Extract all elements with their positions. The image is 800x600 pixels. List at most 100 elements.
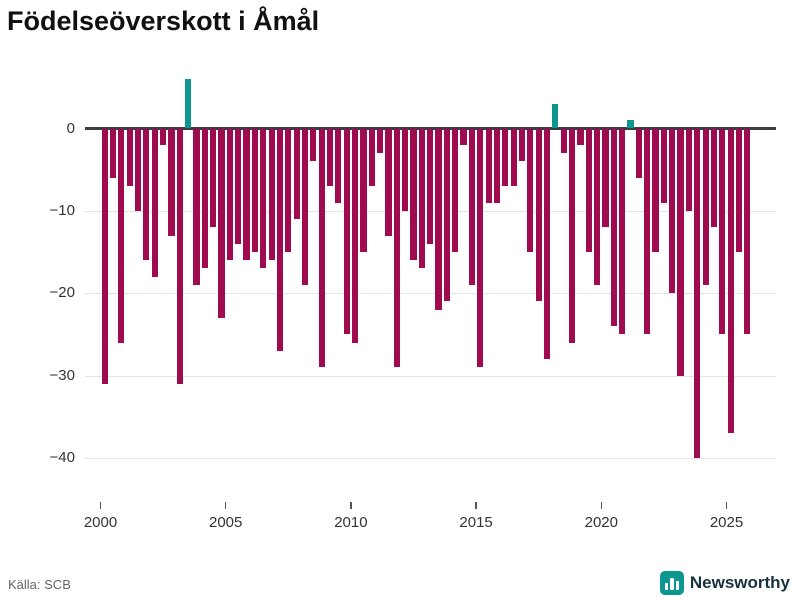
bar-negative xyxy=(477,128,484,368)
bar-negative xyxy=(310,128,317,162)
chart-title: Födelseöverskott i Åmål xyxy=(7,6,320,36)
bar-negative xyxy=(443,128,450,302)
bar-negative xyxy=(460,128,467,145)
bar-negative xyxy=(452,128,459,253)
bar-negative xyxy=(143,128,150,261)
bar-negative xyxy=(126,128,133,187)
bar-negative xyxy=(493,128,501,203)
bar-negative xyxy=(285,128,292,253)
bar-negative xyxy=(468,128,475,285)
bar-negative xyxy=(710,128,718,228)
bar-negative xyxy=(160,128,167,145)
bar-negative xyxy=(677,128,684,376)
x-axis-tick xyxy=(600,502,603,509)
y-axis-label: −20 xyxy=(49,284,75,302)
x-axis-tick xyxy=(475,502,477,509)
bar-negative xyxy=(602,128,609,228)
x-axis-label: 2010 xyxy=(334,514,368,531)
bar-negative xyxy=(527,128,534,253)
x-axis-tick xyxy=(350,502,352,509)
bar-negative xyxy=(727,128,734,434)
bar-negative xyxy=(594,128,601,285)
bar-negative xyxy=(418,128,425,269)
gridline xyxy=(85,375,776,377)
bar-negative xyxy=(243,128,250,261)
bar-negative xyxy=(560,128,567,154)
bar-negative xyxy=(735,128,743,253)
x-axis-label: 2015 xyxy=(459,514,493,531)
bar-negative xyxy=(260,128,267,269)
bar-negative xyxy=(377,128,384,154)
bar-negative xyxy=(276,128,284,351)
bar-negative xyxy=(118,128,125,343)
bar-negative xyxy=(660,128,667,203)
bar-negative xyxy=(652,128,659,253)
bar-negative xyxy=(568,128,576,343)
newsworthy-barchart-icon xyxy=(659,571,684,595)
bar-negative xyxy=(619,128,626,335)
bar-negative xyxy=(351,128,359,343)
bar-negative xyxy=(635,128,642,178)
bar-negative xyxy=(410,128,417,261)
bar-negative xyxy=(318,128,325,368)
bar-positive xyxy=(185,79,192,129)
bar-negative xyxy=(235,128,242,244)
bar-negative xyxy=(402,128,409,211)
bar-negative xyxy=(326,128,334,187)
x-axis-tick xyxy=(224,502,227,509)
bar-negative xyxy=(510,128,517,187)
newsworthy-logo[interactable]: Newsworthy xyxy=(659,570,790,596)
y-axis-label: −30 xyxy=(49,366,75,384)
bar-negative xyxy=(360,128,367,253)
bar-negative xyxy=(168,128,175,236)
bar-negative xyxy=(134,128,142,211)
bar-negative xyxy=(293,128,300,220)
x-axis-label: 2000 xyxy=(83,514,118,531)
x-axis-label: 2025 xyxy=(709,514,744,531)
x-axis-tick xyxy=(99,502,102,509)
bar-negative xyxy=(694,128,701,458)
bar-negative xyxy=(435,128,442,310)
x-axis-label: 2005 xyxy=(209,514,243,531)
bar-negative xyxy=(719,128,726,335)
bar-negative xyxy=(669,128,676,294)
y-axis-label: −10 xyxy=(49,201,75,219)
bar-negative xyxy=(151,128,158,277)
bar-negative xyxy=(101,128,108,384)
bar-negative xyxy=(502,128,509,187)
bar-negative xyxy=(193,128,200,285)
bar-negative xyxy=(218,128,225,318)
source-note: Källa: SCB xyxy=(8,577,71,592)
bar-negative xyxy=(210,128,217,228)
bar-negative xyxy=(226,128,233,261)
bar-positive xyxy=(552,103,559,129)
bar-negative xyxy=(702,128,709,285)
bar-negative xyxy=(485,128,492,203)
gridline xyxy=(85,293,776,295)
bar-negative xyxy=(427,128,434,244)
bar-negative xyxy=(644,128,651,335)
bar-negative xyxy=(577,128,584,145)
bar-negative xyxy=(535,128,542,302)
bar-negative xyxy=(109,128,117,178)
bar-positive xyxy=(627,120,634,129)
bar-negative xyxy=(543,128,551,360)
x-axis-tick xyxy=(725,502,728,509)
bar-negative xyxy=(176,128,183,384)
bar-negative xyxy=(393,128,400,368)
bar-negative xyxy=(201,128,208,269)
bar-negative xyxy=(335,128,342,203)
newsworthy-wordmark: Newsworthy xyxy=(689,573,790,592)
y-axis-label: 0 xyxy=(66,119,75,137)
gridline xyxy=(85,457,776,459)
bar-negative xyxy=(685,128,693,211)
bar-negative xyxy=(518,128,526,162)
bar-negative xyxy=(268,128,275,261)
bar-negative xyxy=(585,128,592,253)
bar-negative xyxy=(744,128,751,335)
bar-negative xyxy=(301,128,309,285)
x-axis-label: 2020 xyxy=(584,514,618,531)
bar-negative xyxy=(610,128,617,327)
